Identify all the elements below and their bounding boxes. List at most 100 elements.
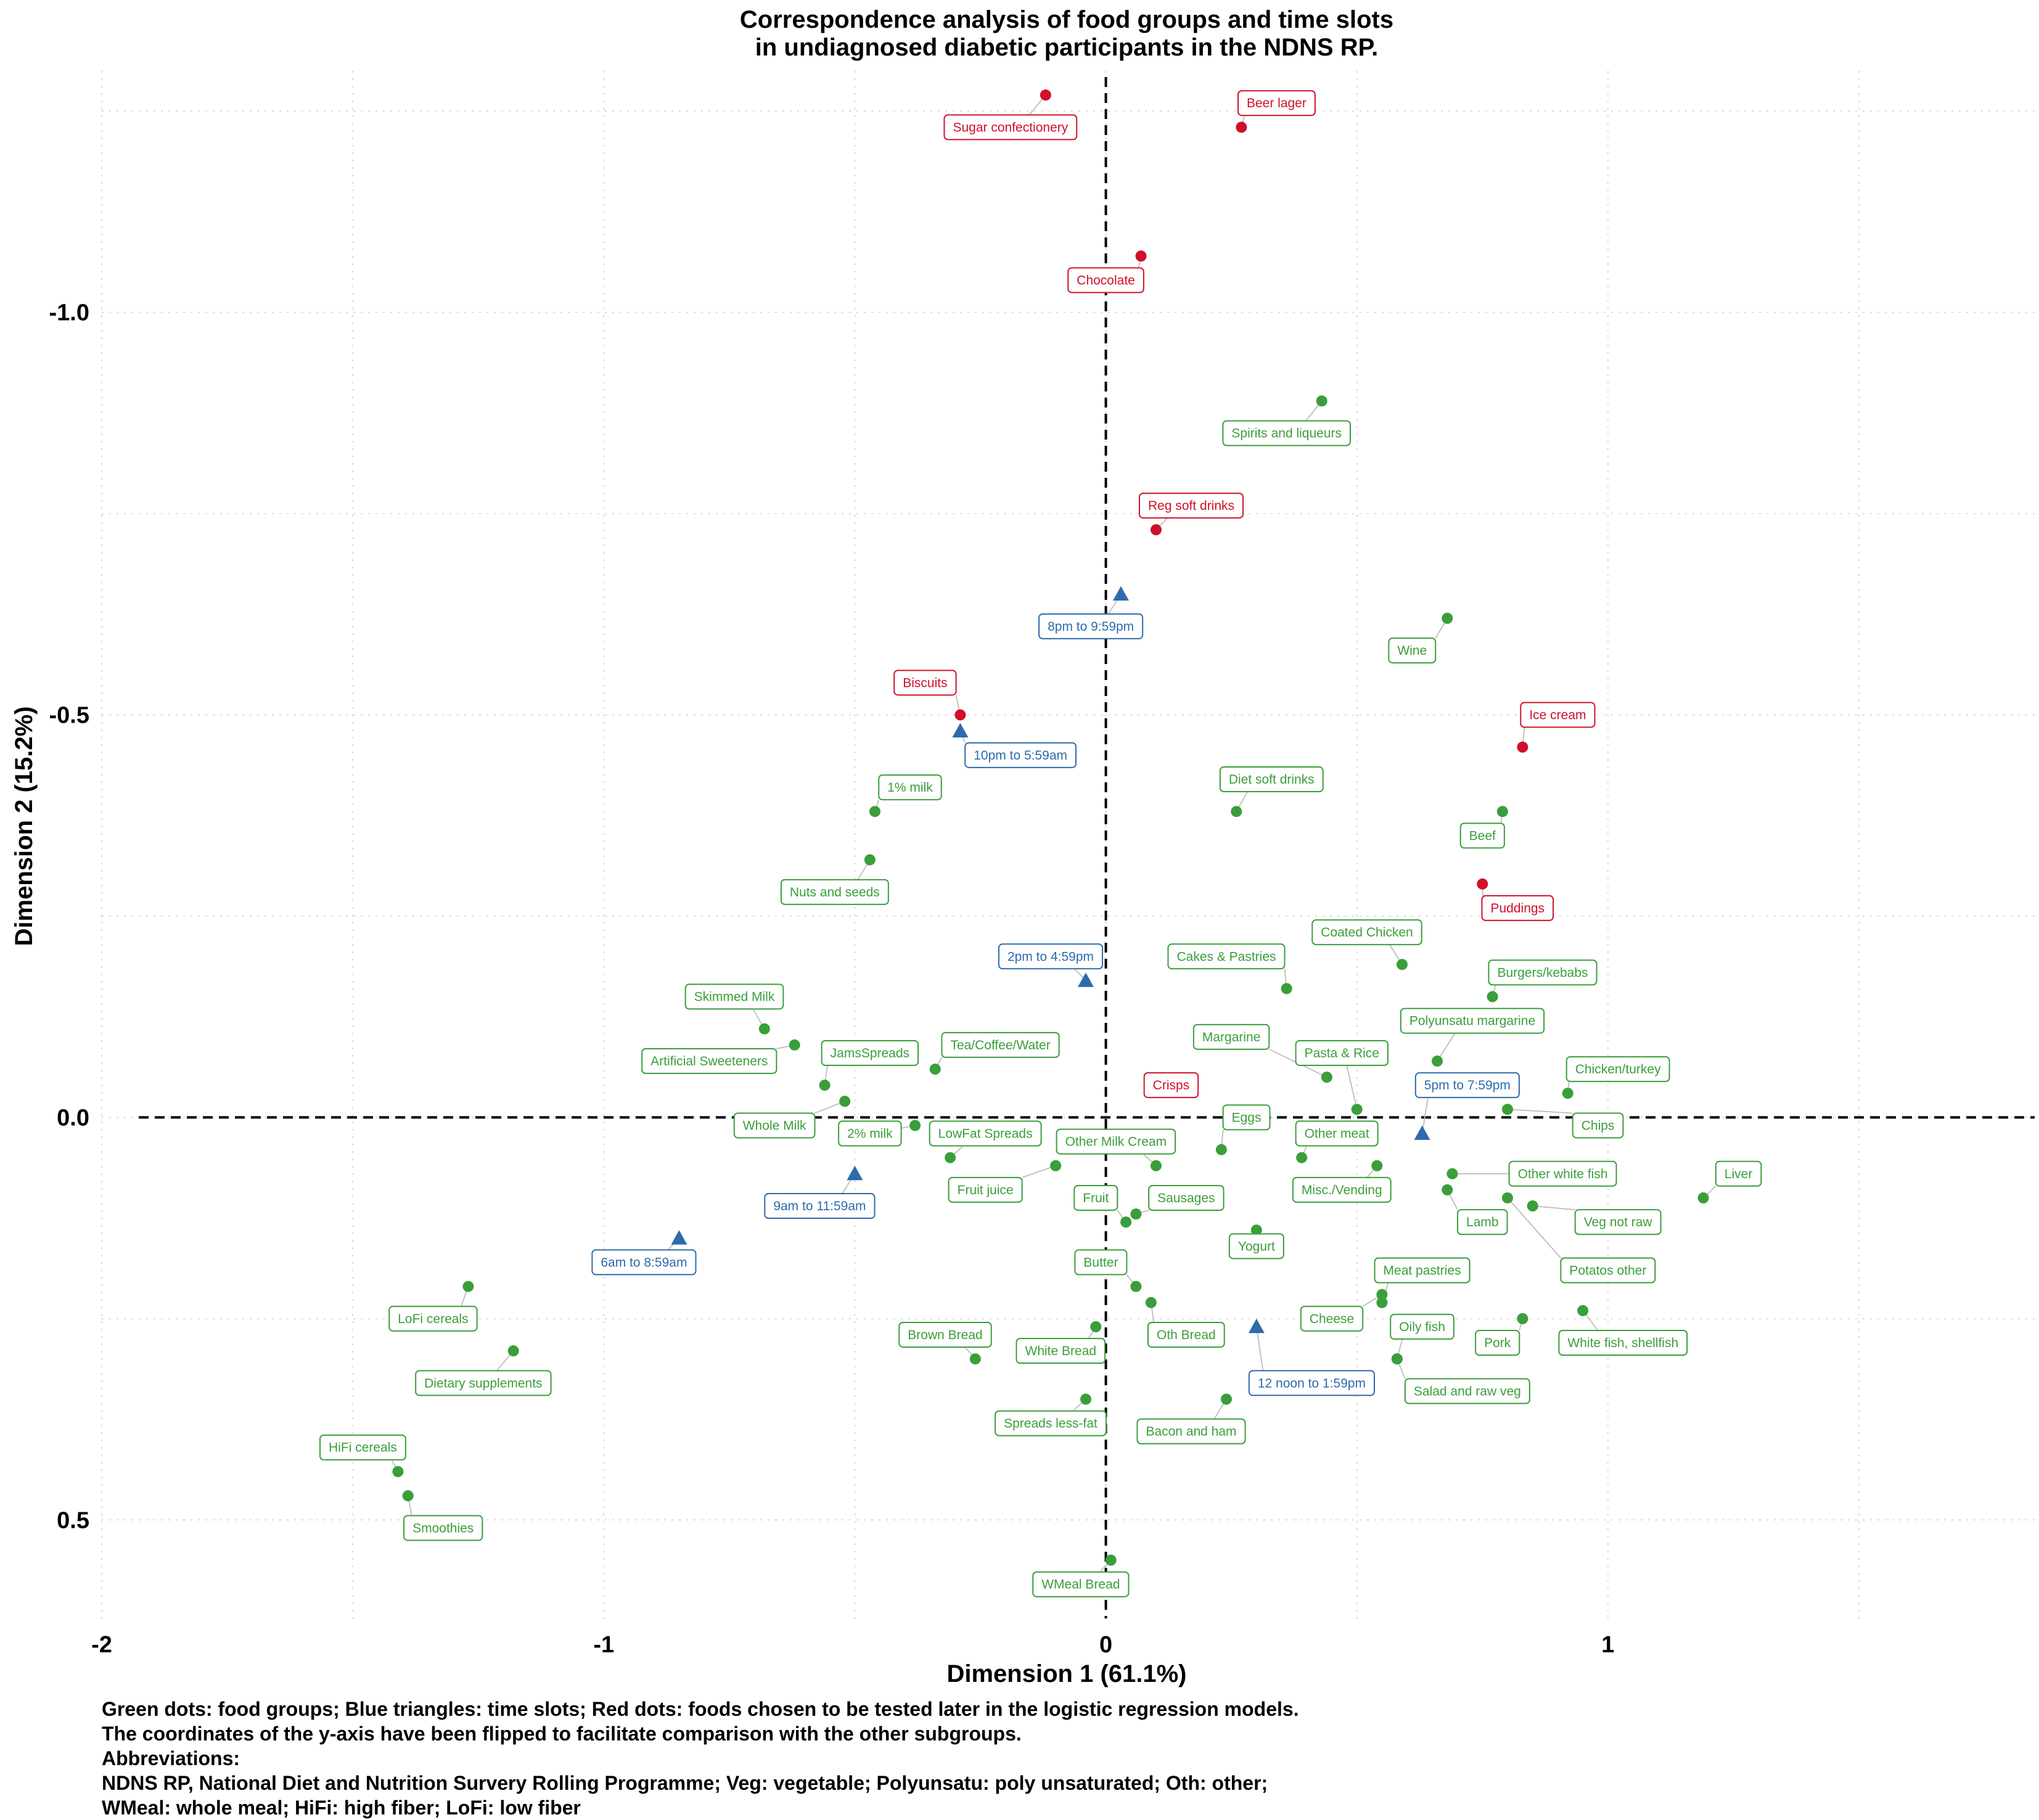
label-box — [1414, 1072, 1520, 1099]
label-box — [591, 1249, 697, 1276]
food-marker-polyunsatu-margarine — [1432, 1056, 1443, 1067]
food-label-artificial-sweeteners: Artificial Sweeteners — [641, 1048, 777, 1075]
zero-reference-lines — [139, 77, 2035, 1618]
label-text: Polyunsatu margarine — [1409, 1014, 1535, 1028]
label-text: 2% milk — [847, 1127, 893, 1141]
food-marker-butter — [1130, 1281, 1142, 1292]
food-marker-veg-not-raw — [1527, 1200, 1538, 1212]
label-box — [1311, 919, 1422, 946]
label-box — [764, 1193, 876, 1219]
label-text: 6am to 8:59am — [601, 1255, 687, 1269]
label-box — [1038, 613, 1144, 639]
chart-caption: Green dots: food groups; Blue triangles:… — [102, 1697, 2013, 1820]
label-box — [1715, 1160, 1762, 1187]
label-box — [1558, 1330, 1688, 1356]
food-marker-meat-pastries — [1376, 1297, 1388, 1308]
label-text: Yogurt — [1238, 1239, 1275, 1253]
label-box — [1228, 1233, 1284, 1260]
food-label-beef: Beef — [1459, 822, 1505, 849]
food-label-cakes-pastries: Cakes & Pastries — [1167, 943, 1286, 970]
label-text: Beer lager — [1247, 96, 1307, 110]
label-box — [1295, 1039, 1389, 1066]
food-label-coated-chicken: Coated Chicken — [1311, 919, 1422, 946]
label-text: Biscuits — [903, 676, 947, 690]
food-label-pork: Pork — [1475, 1330, 1520, 1356]
caption-line-abbrev-heading: Abbreviations: — [102, 1747, 240, 1769]
food-marker-nuts-and-seeds — [864, 854, 876, 866]
food-marker-other-white-fish — [1446, 1168, 1458, 1179]
label-text: 5pm to 7:59pm — [1424, 1078, 1511, 1092]
food-label-1-milk: 1% milk — [878, 774, 942, 801]
label-box — [1404, 1378, 1530, 1404]
label-text: Liver — [1725, 1167, 1753, 1181]
tested-marker-puddings — [1477, 878, 1488, 890]
label-box — [1147, 1321, 1225, 1348]
food-marker-sausages — [1130, 1208, 1142, 1220]
food-label-bacon-and-ham: Bacon and ham — [1136, 1418, 1246, 1445]
axis-ticks: -2 -1 0 1 -1.0 -0.5 0.0 0.5 — [49, 300, 1615, 1658]
food-marker-fruit — [1120, 1216, 1132, 1228]
food-marker-2-milk — [909, 1120, 921, 1131]
y-tick-label: -0.5 — [49, 703, 89, 729]
food-marker-eggs — [1215, 1144, 1227, 1155]
label-text: Other white fish — [1518, 1167, 1608, 1181]
label-text: Ice cream — [1529, 708, 1586, 723]
food-label-other-white-fish: Other white fish — [1508, 1160, 1617, 1187]
label-box — [1565, 1056, 1670, 1083]
food-marker-pork — [1517, 1313, 1528, 1324]
label-box — [1056, 1128, 1176, 1155]
time-slot-marker-10pm-to-5-59am — [952, 723, 969, 738]
food-marker-tea-coffee-water — [929, 1064, 941, 1075]
label-text: Whole Milk — [743, 1118, 806, 1133]
label-box — [1520, 702, 1596, 728]
food-marker-fruit-juice — [1050, 1160, 1062, 1171]
food-marker-other-meat — [1296, 1152, 1308, 1163]
time-slot-marker-9am-to-11-59am — [847, 1165, 863, 1181]
label-box — [1374, 1257, 1471, 1284]
label-text: Pork — [1484, 1336, 1511, 1350]
y-tick-label: 0.0 — [57, 1105, 89, 1131]
food-label-margarine: Margarine — [1192, 1023, 1270, 1050]
label-text: Pasta & Rice — [1305, 1046, 1379, 1060]
label-box — [1475, 1330, 1520, 1356]
label-box — [1388, 637, 1437, 664]
point-labels: Spirits and liqueurs Wine Diet soft drinks… — [319, 90, 1762, 1597]
label-text: Fruit — [1083, 1191, 1109, 1205]
food-marker-spreads-less-fat — [1080, 1393, 1091, 1405]
label-box — [878, 774, 942, 801]
food-marker-wmeal-bread — [1105, 1554, 1117, 1566]
time-label-12-noon-to-1-59pm: 12 noon to 1:59pm — [1248, 1370, 1375, 1396]
label-text: 8pm to 9:59pm — [1048, 620, 1134, 634]
leader-line — [1346, 1065, 1358, 1110]
food-marker-chips — [1502, 1104, 1513, 1115]
food-marker-whole-milk — [839, 1096, 851, 1107]
food-label-sausages: Sausages — [1148, 1184, 1225, 1211]
food-label-lamb: Lamb — [1457, 1209, 1508, 1236]
food-marker-burgers-kebabs — [1487, 991, 1498, 1002]
food-marker-other-milk-cream — [1151, 1160, 1162, 1171]
label-text: Chocolate — [1077, 273, 1135, 287]
food-marker-spirits-and-liqueurs — [1316, 395, 1327, 407]
label-box — [1572, 1112, 1624, 1139]
label-text: Oth Bread — [1157, 1328, 1216, 1342]
food-marker-pasta-rice — [1351, 1104, 1363, 1115]
food-marker-1-milk — [869, 806, 880, 818]
label-text: Oily fish — [1399, 1320, 1445, 1334]
label-box — [893, 670, 957, 696]
caption-line-abbrev-2: WMeal: whole meal; HiFi: high fiber; LoF… — [102, 1797, 581, 1819]
label-box — [998, 943, 1104, 970]
label-box — [964, 742, 1077, 768]
food-label-oth-bread: Oth Bread — [1147, 1321, 1225, 1348]
food-label-skimmed-milk: Skimmed Milk — [684, 983, 784, 1010]
label-box — [1192, 1023, 1270, 1050]
label-box — [1074, 1249, 1128, 1276]
tested-marker-chocolate — [1135, 250, 1147, 262]
label-box — [1295, 1120, 1379, 1147]
food-label-other-milk-cream: Other Milk Cream — [1056, 1128, 1176, 1155]
x-tick-label: -2 — [91, 1632, 112, 1658]
label-text: 10pm to 5:59am — [974, 748, 1067, 763]
label-text: Spreads less-fat — [1004, 1417, 1097, 1431]
food-marker-liver — [1697, 1192, 1709, 1203]
label-text: Eggs — [1232, 1110, 1262, 1125]
label-box — [1032, 1571, 1130, 1597]
